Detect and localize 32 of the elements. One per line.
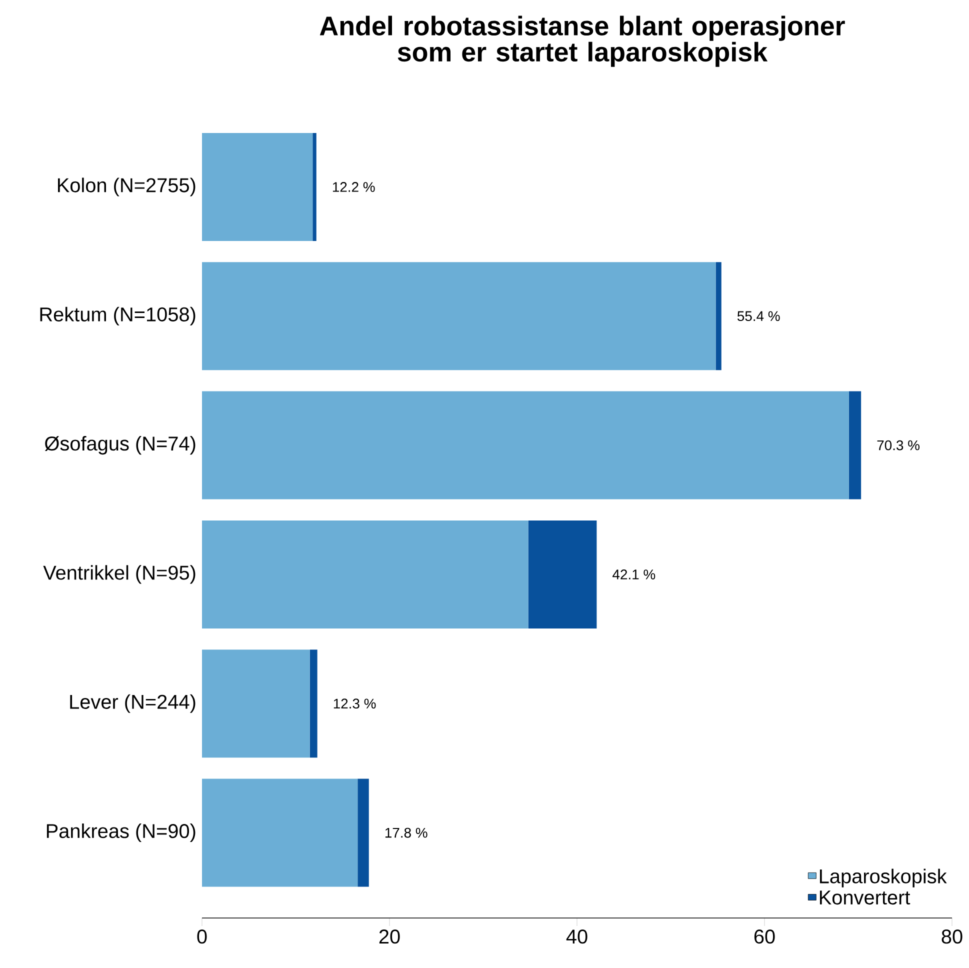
bar [310,650,318,758]
bar [202,650,310,758]
bar [528,520,597,628]
legend-label: Laparoskopisk [820,868,947,888]
y-tick-label: Kolon (N=2755) [58,178,196,196]
bar [202,262,716,370]
x-tick-label: 60 [754,930,775,944]
y-tick-label: Ventrikkel (N=95) [43,565,196,584]
x-tick-label: 0 [197,930,207,944]
x-tick-label: 80 [942,930,962,944]
bar [312,132,316,241]
total-label: 12.2 % [332,182,375,192]
bar [202,778,358,887]
chart-title: Andel robotassistanse blant operasjoner som er startet laparoskopisk [320,16,845,67]
bar [716,262,722,370]
total-label: 12.3 % [334,698,376,709]
total-label: 55.4 % [737,311,780,322]
bar [358,778,369,887]
bar [202,520,528,628]
y-tick-label: Rektum (N=1058) [40,306,196,326]
x-tick-label: 40 [566,930,588,944]
total-label: 17.8 % [385,828,428,838]
bar [202,132,313,241]
bar [848,391,862,500]
total-label: 42.1 % [612,570,656,580]
legend-label: Konvertert [820,890,910,905]
y-tick-label: Lever (N=244) [70,694,196,713]
y-tick-label: Øsofagus (N=74) [44,436,196,455]
x-tick-label: 20 [379,930,400,944]
total-label: 70.3 % [877,440,920,450]
bar [202,391,849,500]
y-tick-label: Pankreas (N=90) [46,823,196,842]
